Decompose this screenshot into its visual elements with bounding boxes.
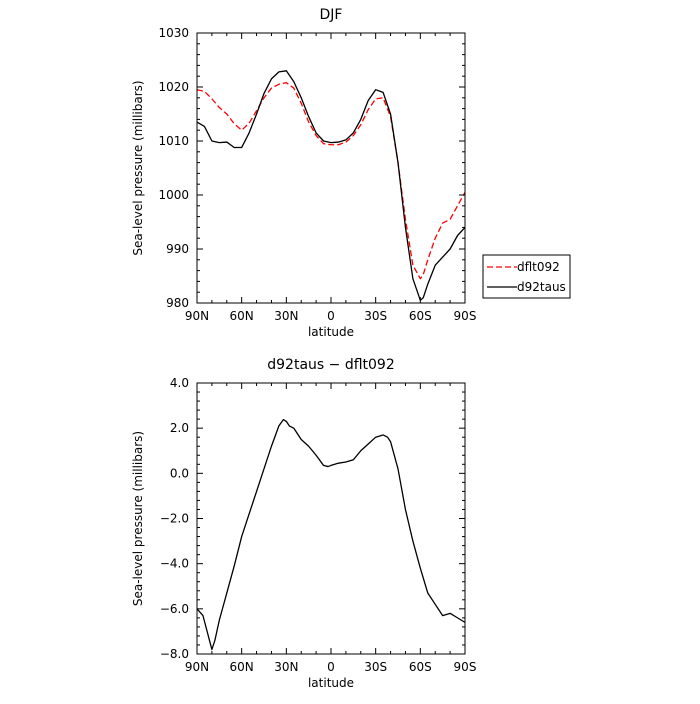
x-tick-label: 60S xyxy=(409,309,432,323)
y-tick-label: 1010 xyxy=(158,134,189,148)
legend-label-dflt092: dflt092 xyxy=(517,260,560,274)
x-tick-label: 30N xyxy=(274,660,298,674)
legend: dflt092 d92taus xyxy=(482,254,571,299)
x-tick-label: 30S xyxy=(364,309,387,323)
y-tick-label: −8.0 xyxy=(160,647,189,661)
legend-box xyxy=(482,254,571,299)
x-tick-label: 60N xyxy=(230,660,254,674)
x-tick-label: 30N xyxy=(274,309,298,323)
y-tick-label: 980 xyxy=(166,296,189,310)
chart-panel-2: d92taus − dflt092 90N 60N 30N 0 30S 60S 90S −8.0… xyxy=(131,357,476,690)
y-tick-label: 1000 xyxy=(158,188,189,202)
y-tick-label: −2.0 xyxy=(160,512,189,526)
x-tick-label: 60N xyxy=(230,309,254,323)
x-tick-label: 0 xyxy=(327,309,335,323)
legend-label-d92taus: d92taus xyxy=(517,280,566,294)
chart-panel-1: DJF 90N 60N 30N 0 30S 60S 90S 980 990 1000 1010 1020… xyxy=(131,7,571,339)
series-line-dflt092 xyxy=(196,82,466,280)
x-tick-label: 90S xyxy=(454,660,477,674)
chart-panels: DJF 90N 60N 30N 0 30S 60S 90S 980 990 1000 1010 1020… xyxy=(131,7,571,690)
chart-title: d92taus − dflt092 xyxy=(267,357,394,373)
x-tick-label: 90N xyxy=(185,660,209,674)
x-tick-label: 30S xyxy=(364,660,387,674)
x-axis-title: latitude xyxy=(308,325,354,339)
y-tick-label: 990 xyxy=(166,242,189,256)
y-tick-label: −4.0 xyxy=(160,557,189,571)
x-tick-label: 90N xyxy=(185,309,209,323)
y-tick-label: 2.0 xyxy=(170,421,189,435)
x-tick-label: 90S xyxy=(454,309,477,323)
y-tick-label: 1030 xyxy=(158,26,189,40)
x-axis-title: latitude xyxy=(308,676,354,690)
series-line-1 xyxy=(196,418,466,651)
y-tick-label: −6.0 xyxy=(160,602,189,616)
y-tick-label: 1020 xyxy=(158,80,189,94)
series-line-d92taus xyxy=(196,70,466,301)
x-tick-label: 0 xyxy=(327,660,335,674)
y-tick-label: 0.0 xyxy=(170,466,189,480)
chart-title: DJF xyxy=(320,7,343,23)
y-axis-title: Sea-level pressure (millibars) xyxy=(131,431,145,606)
y-axis-title: Sea-level pressure (millibars) xyxy=(131,80,145,255)
x-tick-label: 60S xyxy=(409,660,432,674)
y-tick-label: 4.0 xyxy=(170,376,189,390)
